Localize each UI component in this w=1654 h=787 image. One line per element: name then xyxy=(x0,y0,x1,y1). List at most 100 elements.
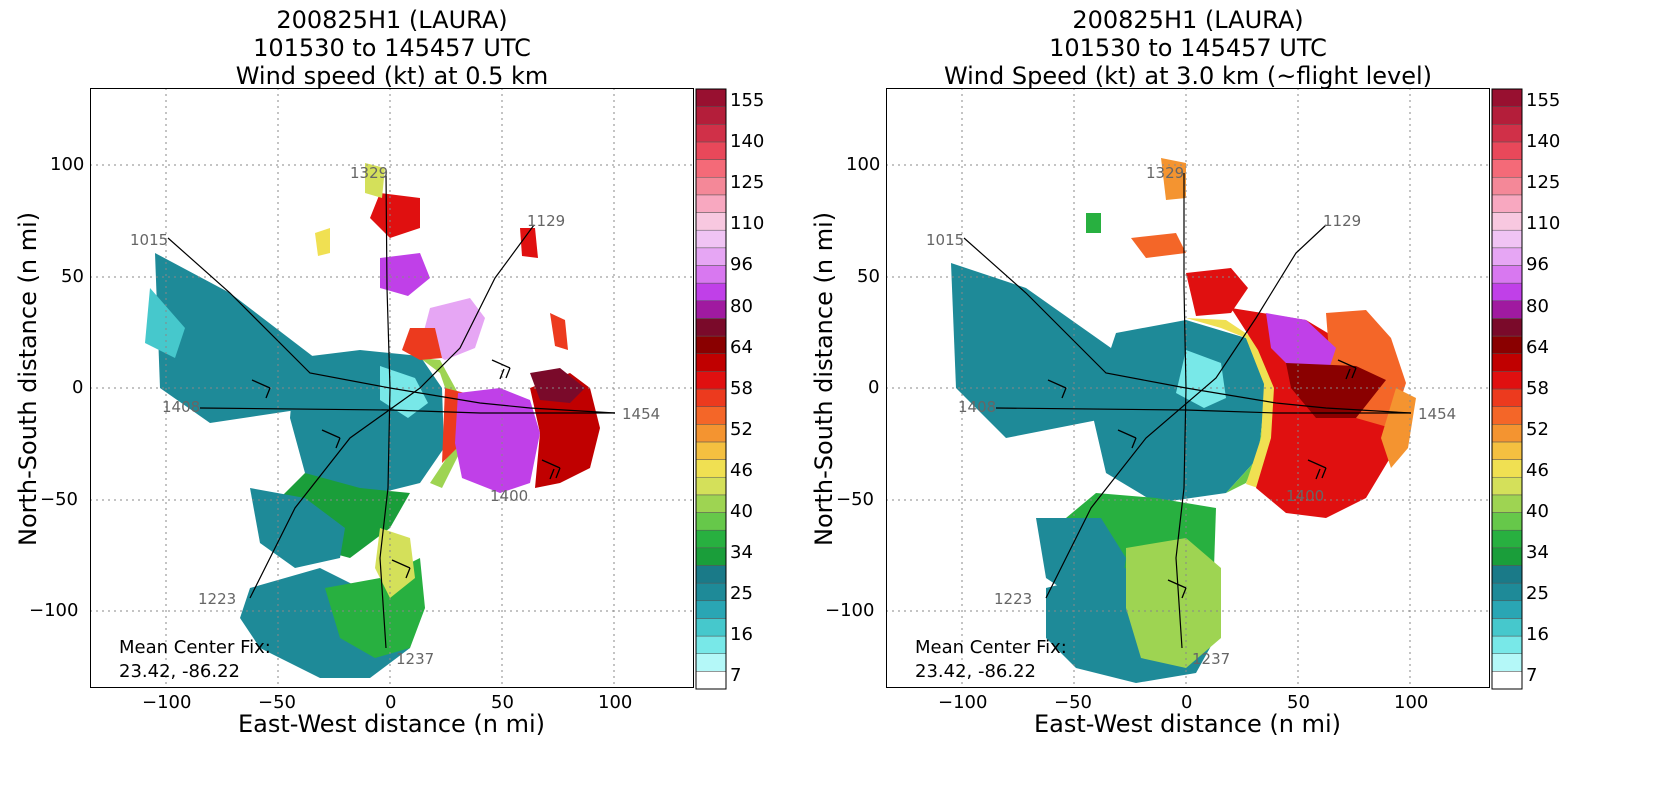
colorbar-tick-label: 155 xyxy=(730,90,765,111)
colorbar-cell xyxy=(1491,141,1523,160)
colorbar-tick-label: 7 xyxy=(730,665,742,687)
x-tick: 100 xyxy=(598,692,633,713)
colorbar-cell xyxy=(1491,512,1523,531)
wind-field-svg: 1015 1329 1129 1454 1223 1237 1408 1400 xyxy=(90,88,694,688)
colorbar-tick-label: 125 xyxy=(730,172,765,194)
colorbar-tick-label: 125 xyxy=(1526,172,1561,194)
y-tick: 0 xyxy=(72,377,84,398)
wind-field-plot: 1015 1329 1129 1454 1223 1237 1408 1400 xyxy=(886,88,1490,688)
y-tick: −50 xyxy=(40,489,78,510)
title-line: 101530 to 145457 UTC xyxy=(1049,34,1327,62)
colorbar-cell xyxy=(695,565,727,584)
flight-label: 1329 xyxy=(1146,164,1184,182)
colorbar-tick-label: 52 xyxy=(1526,418,1549,440)
colorbar-cell xyxy=(1491,88,1523,107)
fix-line: Mean Center Fix: xyxy=(119,637,271,658)
y-axis-label: North-South distance (n mi) xyxy=(810,211,838,546)
flight-label: 1454 xyxy=(1418,405,1456,423)
colorbar-cell xyxy=(695,300,727,319)
wind-swath xyxy=(145,163,600,678)
colorbar xyxy=(695,88,727,690)
colorbar-tick-label: 80 xyxy=(1526,295,1549,317)
colorbar-cell xyxy=(695,194,727,213)
colorbar-tick-label: 16 xyxy=(1526,624,1549,646)
colorbar-cell xyxy=(695,547,727,566)
y-tick: 0 xyxy=(868,377,880,398)
mean-center-fix: Mean Center Fix: 23.42, -86.22 xyxy=(915,636,1067,684)
colorbar-cell xyxy=(1491,247,1523,266)
colorbar-cell xyxy=(695,88,727,107)
y-tick: 100 xyxy=(846,154,881,175)
title-line: 200825H1 (LAURA) xyxy=(276,6,508,34)
colorbar-cell xyxy=(695,618,727,637)
colorbar-cell xyxy=(1491,529,1523,549)
colorbar-cell xyxy=(1491,371,1523,390)
colorbar-cell xyxy=(1491,406,1523,425)
colorbar-tick-label: 58 xyxy=(1526,377,1549,399)
mean-center-fix: Mean Center Fix: 23.42, -86.22 xyxy=(119,636,271,684)
colorbar-cell xyxy=(695,265,727,284)
title-line: Wind Speed (kt) at 3.0 km (~flight level… xyxy=(943,62,1433,90)
colorbar-cell xyxy=(1491,300,1523,319)
y-tick: 100 xyxy=(50,154,85,175)
flight-track xyxy=(963,173,1412,649)
x-tick: 50 xyxy=(491,692,514,713)
flight-label: 1400 xyxy=(490,487,528,505)
colorbar-cell xyxy=(695,159,727,178)
colorbar-cell xyxy=(695,424,727,443)
wind-field-svg: 1015 1329 1129 1454 1223 1237 1408 1400 xyxy=(886,88,1490,688)
flight-label: 1408 xyxy=(958,398,996,416)
panel-title: 200825H1 (LAURA) 101530 to 145457 UTC Wi… xyxy=(886,6,1490,90)
colorbar-cell xyxy=(695,212,727,231)
colorbar-cell xyxy=(1491,229,1523,249)
colorbar-tick-label: 155 xyxy=(1526,90,1561,111)
colorbar-tick-label: 110 xyxy=(730,213,765,235)
colorbar-cell xyxy=(1491,476,1523,496)
colorbar-cell xyxy=(1491,159,1523,178)
colorbar-tick-label: 110 xyxy=(1526,213,1561,235)
colorbar-cell xyxy=(695,388,727,407)
fix-line: 23.42, -86.22 xyxy=(119,661,240,682)
y-tick: −100 xyxy=(825,600,875,621)
colorbar-cell xyxy=(695,582,727,602)
colorbar-cell xyxy=(695,476,727,496)
colorbar-cell xyxy=(695,406,727,425)
colorbar-cell xyxy=(1491,600,1523,619)
colorbar-cell xyxy=(695,653,727,672)
colorbar-cell xyxy=(1491,618,1523,637)
colorbar-cell xyxy=(1491,282,1523,302)
colorbar-tick-label: 40 xyxy=(1526,501,1549,522)
colorbar-tick-label: 46 xyxy=(730,459,753,481)
colorbar-cell xyxy=(1491,653,1523,672)
x-tick: 100 xyxy=(1394,692,1429,713)
flight-label: 1223 xyxy=(198,590,236,608)
colorbar-cell xyxy=(695,335,727,354)
x-tick: −100 xyxy=(938,692,988,713)
colorbar xyxy=(1491,88,1523,690)
colorbar-tick-label: 80 xyxy=(730,295,753,317)
colorbar-tick-label: 16 xyxy=(730,624,753,646)
flight-label: 1408 xyxy=(162,398,200,416)
title-line: Wind speed (kt) at 0.5 km xyxy=(235,62,549,90)
fix-line: Mean Center Fix: xyxy=(915,637,1067,658)
flight-label: 1237 xyxy=(1192,650,1230,668)
flight-label: 1129 xyxy=(527,212,565,230)
fix-line: 23.42, -86.22 xyxy=(915,661,1036,682)
x-axis-label: East-West distance (n mi) xyxy=(238,710,546,738)
colorbar-cell xyxy=(1491,388,1523,407)
x-axis-label: East-West distance (n mi) xyxy=(1034,710,1342,738)
colorbar-tick-label: 64 xyxy=(1526,336,1549,358)
colorbar-cell xyxy=(1491,424,1523,443)
colorbar-cell xyxy=(1491,176,1523,196)
colorbar-cell xyxy=(1491,318,1523,337)
colorbar-cell xyxy=(1491,671,1523,690)
flight-label: 1015 xyxy=(130,231,168,249)
flight-time-labels: 1015 1329 1129 1454 1223 1237 1408 1400 xyxy=(926,164,1456,668)
colorbar-tick-label: 140 xyxy=(1526,131,1561,153)
colorbar-tick-label: 64 xyxy=(730,336,753,358)
flight-label: 1237 xyxy=(396,650,434,668)
colorbar-cell xyxy=(1491,547,1523,566)
plot-frame xyxy=(886,88,1490,688)
colorbar-cell xyxy=(695,282,727,302)
colorbar-cell xyxy=(1491,565,1523,584)
